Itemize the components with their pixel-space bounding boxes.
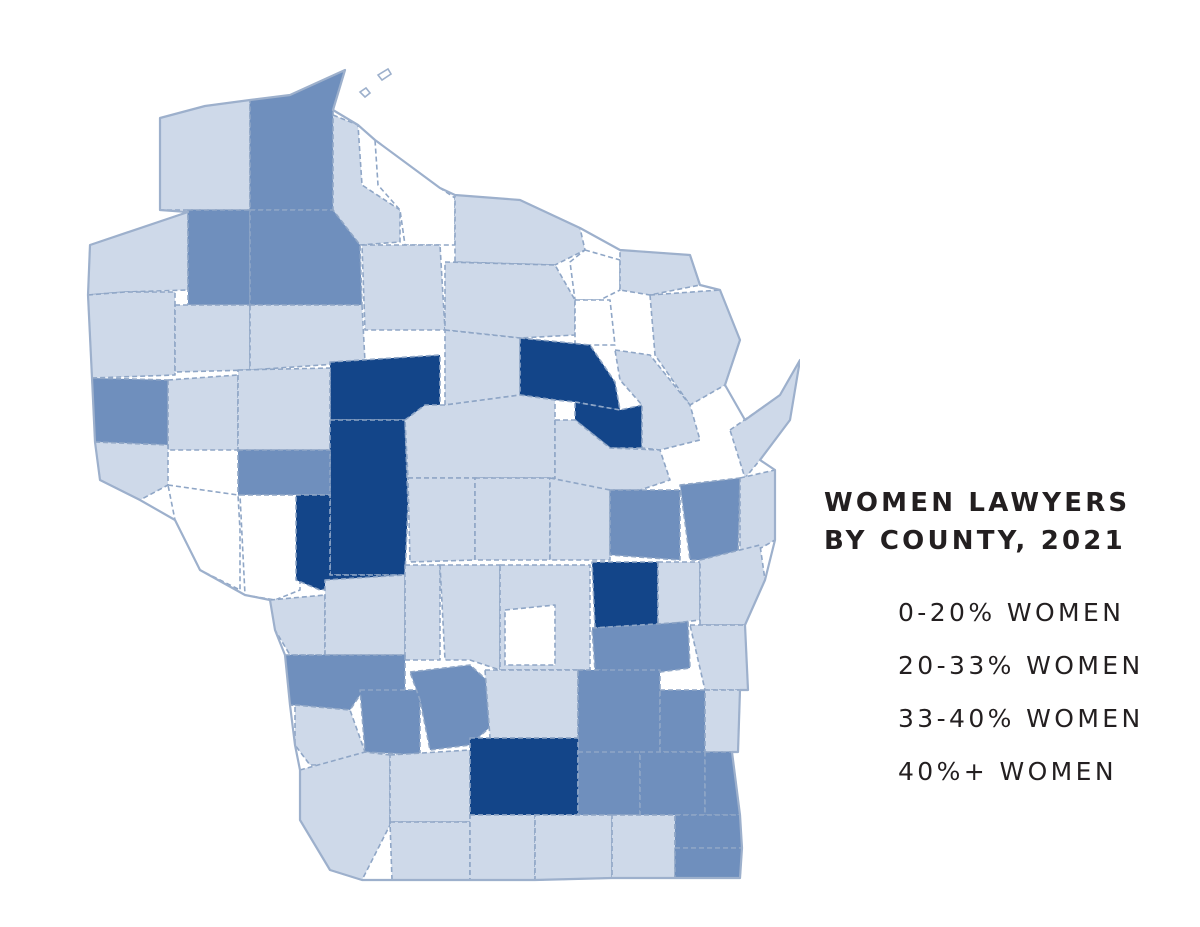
county-la-crosse (269, 594, 326, 656)
county-dunn (167, 374, 239, 451)
state-outline (86, 68, 800, 882)
county-waukesha (639, 751, 706, 816)
county-portage (474, 477, 551, 561)
county-lafayette (389, 821, 471, 881)
legend-title-line1: WOMEN LAWYERS (824, 488, 1131, 518)
county-monroe (324, 574, 406, 656)
island-madeline (376, 67, 393, 82)
county-trempealeau (239, 494, 301, 601)
county-chippewa (237, 367, 331, 451)
county-jefferson (577, 751, 641, 816)
county-outagamie (609, 489, 681, 561)
county-fond-du-lac (591, 621, 691, 673)
county-juneau (404, 564, 441, 661)
county-langlade (519, 337, 621, 411)
county-ozaukee (704, 689, 741, 753)
county-rock (534, 814, 613, 881)
county-wood (407, 477, 476, 563)
county-oneida (444, 261, 576, 339)
legend-title-line2: BY COUNTY, 2021 (824, 526, 1126, 556)
county-jackson (295, 494, 406, 591)
county-iowa (389, 749, 471, 823)
county-washington (659, 689, 706, 753)
county-walworth (611, 814, 676, 879)
county-marathon (404, 394, 556, 479)
county-marquette (504, 604, 556, 666)
county-racine (674, 814, 743, 849)
county-pierce (94, 441, 169, 501)
county-douglas (159, 99, 251, 211)
legend-item-33-40: 33-40% WOMEN (898, 704, 1144, 733)
county-winnebago (591, 561, 659, 629)
county-green (469, 814, 536, 881)
island-apostle (358, 86, 372, 99)
wisconsin-county-map (86, 67, 800, 882)
legend-item-0-20: 0-20% WOMEN (898, 598, 1125, 627)
county-eau-claire (237, 449, 331, 496)
county-florence-forest (569, 249, 621, 301)
county-manitowoc (699, 544, 766, 626)
county-marinette-north (619, 249, 701, 296)
county-sawyer (249, 209, 363, 306)
legend-list: 0-20% WOMEN 20-33% WOMEN 33-40% WOMEN 40… (898, 593, 1144, 805)
county-pepin-buffalo (167, 484, 241, 591)
county-burnett (87, 211, 189, 296)
county-sauk (409, 664, 499, 751)
county-waupaca (549, 477, 611, 561)
legend-item-40-plus: 40%+ WOMEN (898, 757, 1117, 786)
legend-title: WOMEN LAWYERS BY COUNTY, 2021 (824, 484, 1184, 560)
county-forest (574, 299, 616, 346)
county-dane (469, 737, 579, 816)
county-calumet (657, 561, 701, 626)
county-clark (329, 419, 409, 576)
county-polk (87, 291, 176, 379)
county-dodge (577, 669, 661, 756)
county-grant (299, 751, 391, 881)
county-kenosha (674, 847, 743, 879)
county-washburn (187, 209, 251, 306)
county-st-croix (91, 377, 169, 446)
county-milwaukee (704, 751, 741, 816)
county-columbia (484, 669, 579, 739)
legend-item-20-33: 20-33% WOMEN (898, 651, 1144, 680)
county-lincoln (444, 329, 521, 406)
county-barron (174, 304, 251, 373)
county-adams (439, 564, 501, 671)
county-sheboygan (689, 624, 749, 691)
county-brown (679, 477, 741, 561)
county-richland (359, 689, 421, 756)
county-vilas (454, 194, 586, 266)
county-price (361, 244, 446, 331)
